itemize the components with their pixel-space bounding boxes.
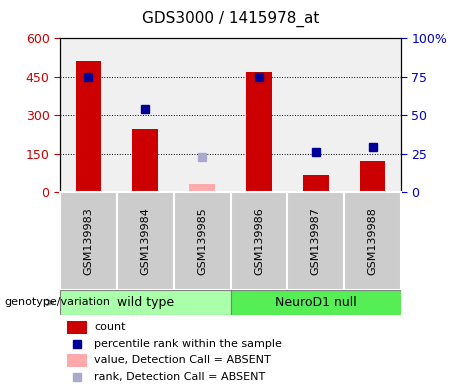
Text: value, Detection Call = ABSENT: value, Detection Call = ABSENT — [94, 356, 271, 366]
Text: GSM139986: GSM139986 — [254, 207, 264, 275]
Text: GSM139983: GSM139983 — [83, 207, 94, 275]
Bar — [117, 192, 174, 290]
Text: GSM139988: GSM139988 — [367, 207, 378, 275]
Bar — [67, 354, 87, 367]
Text: GDS3000 / 1415978_at: GDS3000 / 1415978_at — [142, 11, 319, 27]
Text: GSM139984: GSM139984 — [140, 207, 150, 275]
Bar — [303, 175, 329, 192]
Bar — [60, 192, 117, 290]
Bar — [76, 61, 101, 192]
Bar — [246, 72, 272, 192]
Bar — [67, 321, 87, 334]
Bar — [360, 161, 385, 192]
Text: percentile rank within the sample: percentile rank within the sample — [94, 339, 282, 349]
Text: genotype/variation: genotype/variation — [5, 297, 111, 308]
Text: NeuroD1 null: NeuroD1 null — [275, 296, 357, 309]
Bar — [230, 192, 287, 290]
Bar — [189, 184, 215, 192]
Bar — [230, 290, 401, 315]
Text: rank, Detection Call = ABSENT: rank, Detection Call = ABSENT — [94, 372, 265, 382]
Bar — [344, 192, 401, 290]
Text: GSM139985: GSM139985 — [197, 207, 207, 275]
Bar — [287, 192, 344, 290]
Bar — [132, 129, 158, 192]
Bar — [60, 290, 230, 315]
Text: GSM139987: GSM139987 — [311, 207, 321, 275]
Text: count: count — [94, 322, 125, 332]
Bar — [174, 192, 230, 290]
Text: wild type: wild type — [117, 296, 174, 309]
